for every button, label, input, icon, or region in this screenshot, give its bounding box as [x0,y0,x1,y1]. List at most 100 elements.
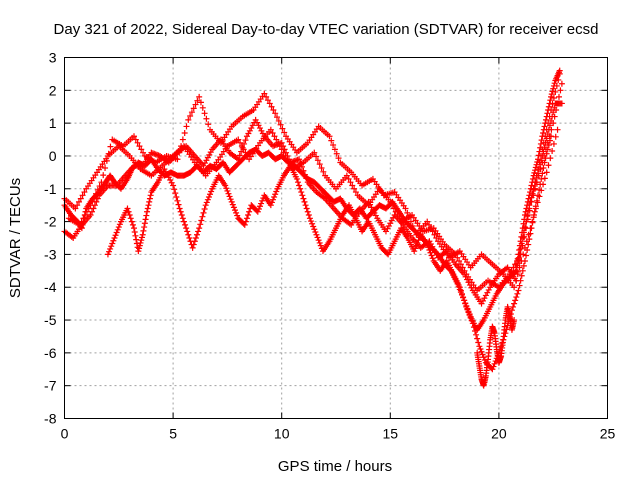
data-point [258,200,265,207]
data-point [548,133,555,140]
data-point [394,212,401,219]
data-point [541,159,548,166]
data-point [533,161,540,168]
data-point [91,194,98,201]
data-point [183,123,190,130]
data-point [177,208,184,215]
data-point [301,198,308,205]
data-point [385,222,392,229]
data-point [550,120,557,127]
data-point [191,238,198,245]
data-point [474,335,481,342]
data-point [240,146,247,153]
data-point [273,188,280,195]
data-point [550,85,557,92]
data-point [112,232,119,239]
data-point [426,247,433,254]
data-point [521,212,528,219]
data-point [205,121,212,128]
data-point [462,300,469,307]
data-point [546,137,553,144]
data-point [254,119,261,126]
data-point [306,215,313,222]
data-point [74,202,81,209]
data-point [125,208,132,215]
data-point [330,142,337,149]
data-point [543,150,550,157]
data-point [525,195,532,202]
data-point [535,172,542,179]
data-point [528,182,535,189]
data-point [201,206,208,213]
data-point [540,129,547,136]
data-point [544,110,551,117]
x-tick-label: 0 [61,426,69,442]
data-point [207,191,214,198]
data-point [456,257,463,264]
data-point [411,248,418,255]
data-point [81,189,88,196]
data-point [144,208,151,215]
data-point [555,93,562,100]
data-point [538,175,545,182]
data-point [514,271,521,278]
data-point [516,242,523,249]
data-point [136,245,143,252]
data-point [427,225,434,232]
data-point [553,107,560,114]
data-point [466,312,473,319]
data-point [187,113,194,120]
data-point [345,175,352,182]
data-point [109,240,116,247]
data-point [138,234,145,241]
data-point [267,202,274,209]
data-point [396,215,403,222]
data-point [535,152,542,159]
data-point [545,162,552,169]
data-point [201,160,208,167]
data-point [300,167,307,174]
data-point [172,190,179,197]
data-point [181,129,188,136]
data-point [243,215,250,222]
data-point [78,218,85,225]
data-point [83,208,90,215]
y-tick-label: 2 [49,82,57,98]
data-point [388,217,395,224]
data-point [318,164,325,171]
data-point [456,284,463,291]
data-point [508,267,515,274]
data-point [484,289,491,296]
data-point [467,314,474,321]
data-point [225,190,232,197]
data-point [412,245,419,252]
data-point [520,262,527,269]
data-point [176,205,183,212]
data-point [195,228,202,235]
data-point [271,193,278,200]
data-point [537,166,544,173]
data-point [530,214,537,221]
data-point [103,157,110,164]
data-point [506,271,513,278]
data-point [268,199,275,206]
data-point [527,189,534,196]
data-point [245,130,252,137]
data-point [145,202,152,209]
data-point [312,228,319,235]
data-point [524,247,531,254]
data-point [111,235,118,241]
data-point [236,152,243,159]
data-point [124,205,131,212]
data-point [458,290,465,297]
data-point [294,179,301,186]
data-point [185,231,192,238]
data-point [476,343,483,350]
data-point [278,146,285,153]
data-point [317,242,324,249]
data-point [263,93,270,100]
data-point [540,164,547,171]
data-point [513,264,520,271]
data-point [141,220,148,227]
data-point [246,127,253,134]
